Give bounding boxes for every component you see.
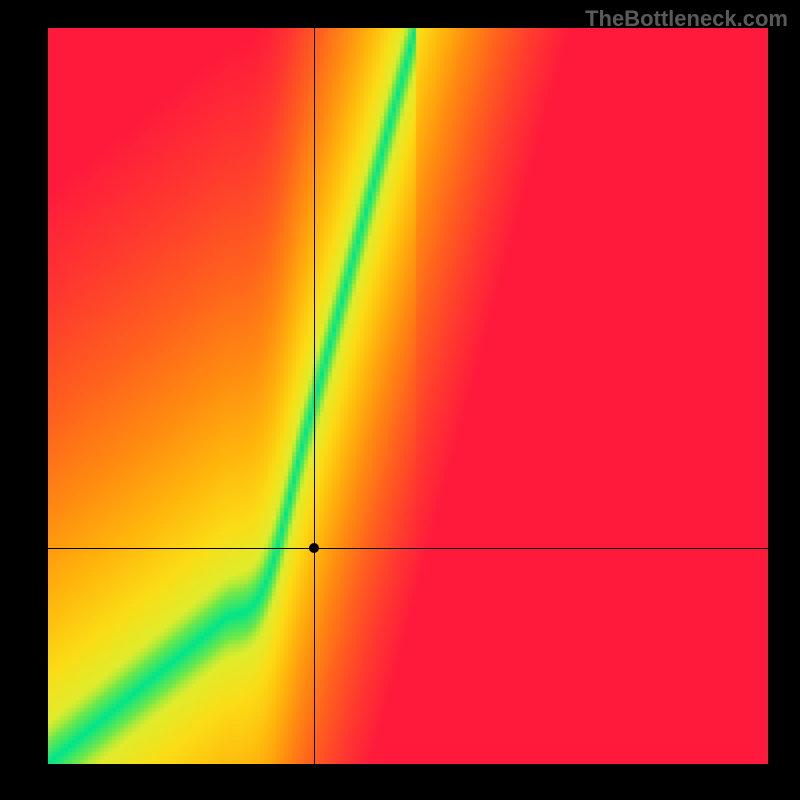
crosshair-horizontal bbox=[48, 548, 768, 549]
heatmap-plot bbox=[48, 28, 768, 764]
crosshair-marker bbox=[309, 543, 319, 553]
heatmap-canvas bbox=[48, 28, 768, 764]
crosshair-vertical bbox=[314, 28, 315, 764]
watermark-label: TheBottleneck.com bbox=[585, 6, 788, 32]
